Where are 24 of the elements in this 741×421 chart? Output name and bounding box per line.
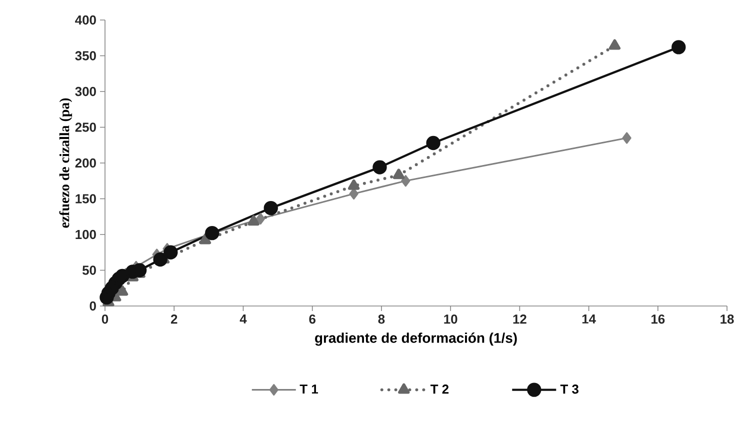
y-tick-label: 400 [75, 15, 96, 25]
x-tick-label: 12 [513, 314, 526, 324]
y-tick-label: 150 [76, 194, 96, 204]
x-tick-label: 2 [170, 314, 178, 324]
x-tick-label: 14 [582, 314, 596, 324]
x-tick-label: 8 [378, 314, 385, 324]
y-tick-label: 0 [90, 301, 96, 311]
x-axis-title: gradiente de deformación (1/s) [315, 332, 517, 346]
y-tick-label: 200 [75, 158, 96, 168]
y-tick-label: 50 [82, 266, 96, 275]
x-tick-label: 16 [652, 314, 665, 324]
y-tick-label: 350 [75, 51, 96, 60]
x-tick-label: 6 [309, 314, 316, 324]
y-tick-label: 300 [75, 86, 96, 96]
y-tick-label: 250 [75, 122, 96, 132]
y-tick-label: 100 [76, 230, 96, 240]
legend-label: T 2 [430, 384, 449, 394]
legend-label: T 3 [560, 384, 578, 394]
x-tick-label: 0 [102, 314, 108, 324]
legend-label: T 1 [300, 384, 318, 394]
x-tick-label: 18 [720, 314, 734, 324]
x-tick-label: 4 [240, 314, 247, 324]
y-axis-title: ezfuezo de cizalla (pa) [59, 98, 72, 228]
x-tick-label: 10 [444, 314, 458, 324]
